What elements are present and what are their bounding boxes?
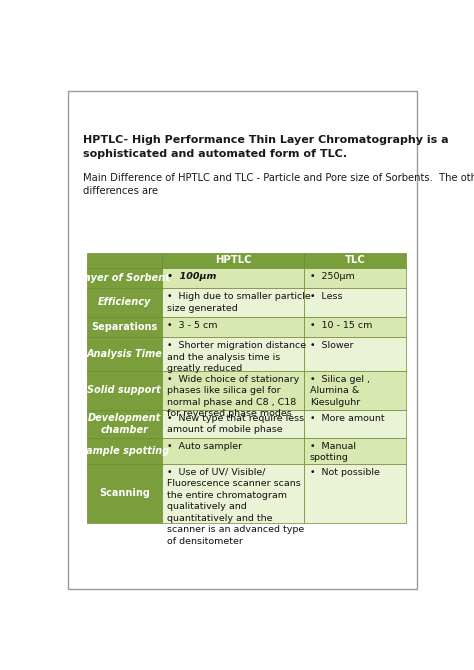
Text: Main Difference of HPTLC and TLC - Particle and Pore size of Sorbents.  The othe: Main Difference of HPTLC and TLC - Parti… <box>83 174 474 196</box>
FancyBboxPatch shape <box>87 288 162 317</box>
FancyBboxPatch shape <box>304 337 406 371</box>
FancyBboxPatch shape <box>162 409 304 438</box>
FancyBboxPatch shape <box>162 268 304 288</box>
FancyBboxPatch shape <box>87 253 162 268</box>
FancyBboxPatch shape <box>87 438 162 464</box>
FancyBboxPatch shape <box>162 464 304 523</box>
Text: •  Shorter migration distance
and the analysis time is
greatly reduced: • Shorter migration distance and the ana… <box>167 342 307 373</box>
FancyBboxPatch shape <box>304 371 406 409</box>
FancyBboxPatch shape <box>162 288 304 317</box>
Text: Development
chamber: Development chamber <box>88 413 161 435</box>
FancyBboxPatch shape <box>304 409 406 438</box>
FancyBboxPatch shape <box>162 337 304 371</box>
Text: •  More amount: • More amount <box>310 413 384 423</box>
Text: •  Wide choice of stationary
phases like silica gel for
normal phase and C8 , C1: • Wide choice of stationary phases like … <box>167 375 300 418</box>
Text: •  Auto sampler: • Auto sampler <box>167 442 243 451</box>
Text: •  Silica gel ,
Alumina &
Kiesulguhr: • Silica gel , Alumina & Kiesulguhr <box>310 375 370 407</box>
Text: Sample spotting: Sample spotting <box>79 446 170 456</box>
FancyBboxPatch shape <box>304 464 406 523</box>
Text: HPTLC- High Performance Thin Layer Chromatography is a
sophisticated and automat: HPTLC- High Performance Thin Layer Chrom… <box>83 135 449 159</box>
Text: Efficiency: Efficiency <box>98 297 151 308</box>
FancyBboxPatch shape <box>87 317 162 337</box>
Text: Analysis Time: Analysis Time <box>86 349 162 359</box>
FancyBboxPatch shape <box>68 90 418 588</box>
FancyBboxPatch shape <box>162 371 304 409</box>
FancyBboxPatch shape <box>304 268 406 288</box>
Text: Layer of Sorbent: Layer of Sorbent <box>78 273 170 283</box>
Text: •  100μm: • 100μm <box>167 272 217 281</box>
FancyBboxPatch shape <box>87 371 162 409</box>
Text: •  Manual
spotting: • Manual spotting <box>310 442 356 462</box>
Text: TLC: TLC <box>345 255 365 265</box>
Text: Scanning: Scanning <box>99 488 150 498</box>
FancyBboxPatch shape <box>304 253 406 268</box>
FancyBboxPatch shape <box>162 317 304 337</box>
FancyBboxPatch shape <box>87 337 162 371</box>
Text: •  Slower: • Slower <box>310 342 353 350</box>
Text: •  Use of UV/ Visible/
Fluorescence scanner scans
the entire chromatogram
qualit: • Use of UV/ Visible/ Fluorescence scann… <box>167 468 305 545</box>
Text: •  Not possible: • Not possible <box>310 468 380 477</box>
FancyBboxPatch shape <box>162 438 304 464</box>
Text: HPTLC: HPTLC <box>215 255 251 265</box>
FancyBboxPatch shape <box>87 268 162 288</box>
Text: •  250μm: • 250μm <box>310 272 355 281</box>
FancyBboxPatch shape <box>304 317 406 337</box>
Text: •  10 - 15 cm: • 10 - 15 cm <box>310 321 372 330</box>
Text: Separations: Separations <box>91 322 157 332</box>
FancyBboxPatch shape <box>162 253 304 268</box>
Text: •  New type that require less
amount of mobile phase: • New type that require less amount of m… <box>167 413 304 434</box>
Text: •  3 - 5 cm: • 3 - 5 cm <box>167 321 218 330</box>
Text: •  Less: • Less <box>310 292 342 302</box>
FancyBboxPatch shape <box>304 438 406 464</box>
Text: •  High due to smaller particle
size generated: • High due to smaller particle size gene… <box>167 292 311 313</box>
FancyBboxPatch shape <box>87 464 162 523</box>
FancyBboxPatch shape <box>87 409 162 438</box>
Text: Solid support: Solid support <box>88 385 161 395</box>
FancyBboxPatch shape <box>304 288 406 317</box>
